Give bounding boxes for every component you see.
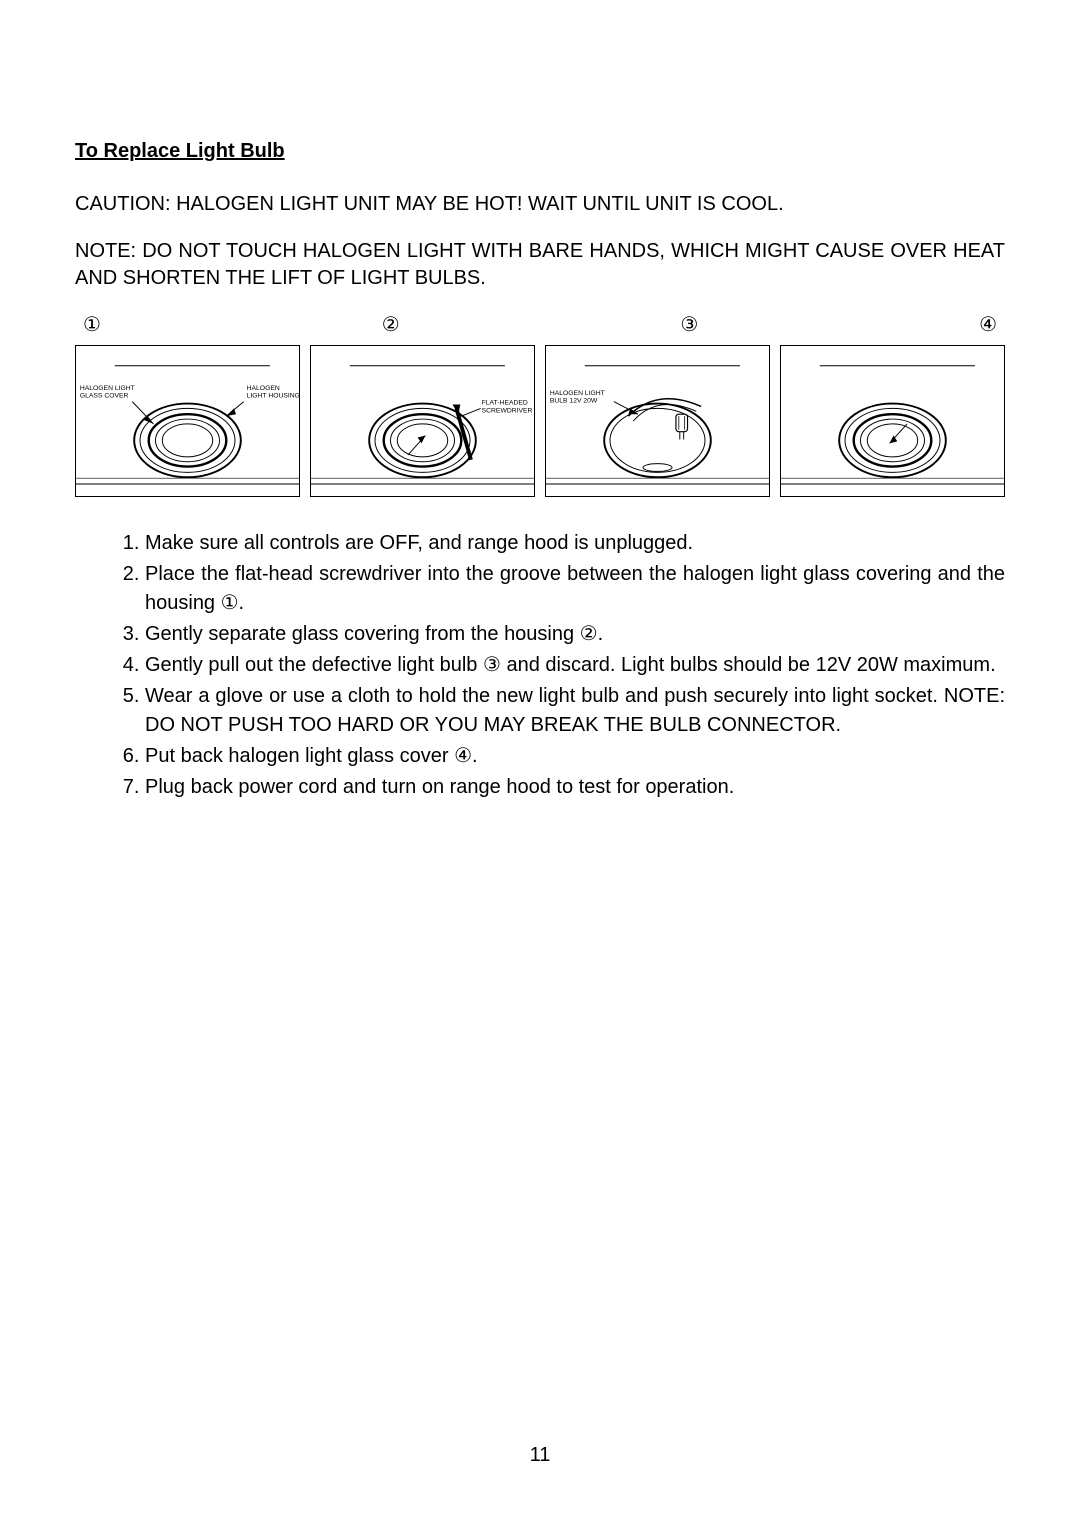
section-heading: To Replace Light Bulb — [75, 140, 1005, 163]
step-4: Gently pull out the defective light bulb… — [145, 651, 1005, 680]
figure-number-row: ① ② ③ ④ — [75, 312, 1005, 337]
figure-number-1: ① — [83, 312, 101, 337]
step-3: Gently separate glass covering from the … — [145, 620, 1005, 649]
fig1-label-right-1: HALOGEN — [247, 385, 280, 392]
step-1: Make sure all controls are OFF, and rang… — [145, 529, 1005, 558]
page-number: 11 — [0, 1444, 1080, 1467]
figure-row: HALOGEN LIGHT GLASS COVER HALOGEN LIGHT … — [75, 345, 1005, 497]
fig3-label-1: HALOGEN LIGHT — [550, 390, 605, 397]
caution-paragraph: CAUTION: HALOGEN LIGHT UNIT MAY BE HOT! … — [75, 191, 1005, 218]
step-5: Wear a glove or use a cloth to hold the … — [145, 682, 1005, 740]
figure-4 — [780, 345, 1005, 497]
figure-number-3: ③ — [680, 312, 698, 337]
figure-number-2: ② — [382, 312, 400, 337]
fig1-label-left-2: GLASS COVER — [80, 393, 129, 400]
step-7: Plug back power cord and turn on range h… — [145, 773, 1005, 802]
fig1-label-right-2: LIGHT HOUSING — [247, 393, 299, 400]
note-paragraph: NOTE: DO NOT TOUCH HALOGEN LIGHT WITH BA… — [75, 238, 1005, 292]
fig1-label-left-1: HALOGEN LIGHT — [80, 385, 135, 392]
figure-1: HALOGEN LIGHT GLASS COVER HALOGEN LIGHT … — [75, 345, 300, 497]
document-page: To Replace Light Bulb CAUTION: HALOGEN L… — [0, 0, 1080, 1527]
figure-3: HALOGEN LIGHT BULB 12V 20W — [545, 345, 770, 497]
step-2: Place the flat-head screwdriver into the… — [145, 560, 1005, 618]
figure-2: FLAT-HEADED SCREWDRIVER — [310, 345, 535, 497]
fig3-label-2: BULB 12V 20W — [550, 398, 598, 405]
fig2-label-2: SCREWDRIVER — [482, 407, 533, 414]
fig2-label-1: FLAT-HEADED — [482, 400, 528, 407]
step-6: Put back halogen light glass cover ④. — [145, 742, 1005, 771]
instruction-list: Make sure all controls are OFF, and rang… — [75, 529, 1005, 802]
figure-number-4: ④ — [979, 312, 997, 337]
